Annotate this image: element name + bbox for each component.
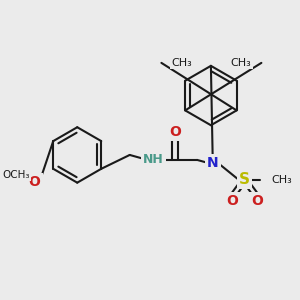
Text: S: S xyxy=(239,172,250,187)
Text: CH₃: CH₃ xyxy=(231,58,251,68)
Text: O: O xyxy=(251,194,263,208)
Text: N: N xyxy=(207,156,219,170)
Text: CH₃: CH₃ xyxy=(271,175,292,185)
Text: O: O xyxy=(29,175,40,189)
Text: OCH₃: OCH₃ xyxy=(2,170,30,180)
Text: O: O xyxy=(169,125,181,139)
Text: NH: NH xyxy=(143,153,164,167)
Text: O: O xyxy=(226,194,238,208)
Text: CH₃: CH₃ xyxy=(171,58,192,68)
